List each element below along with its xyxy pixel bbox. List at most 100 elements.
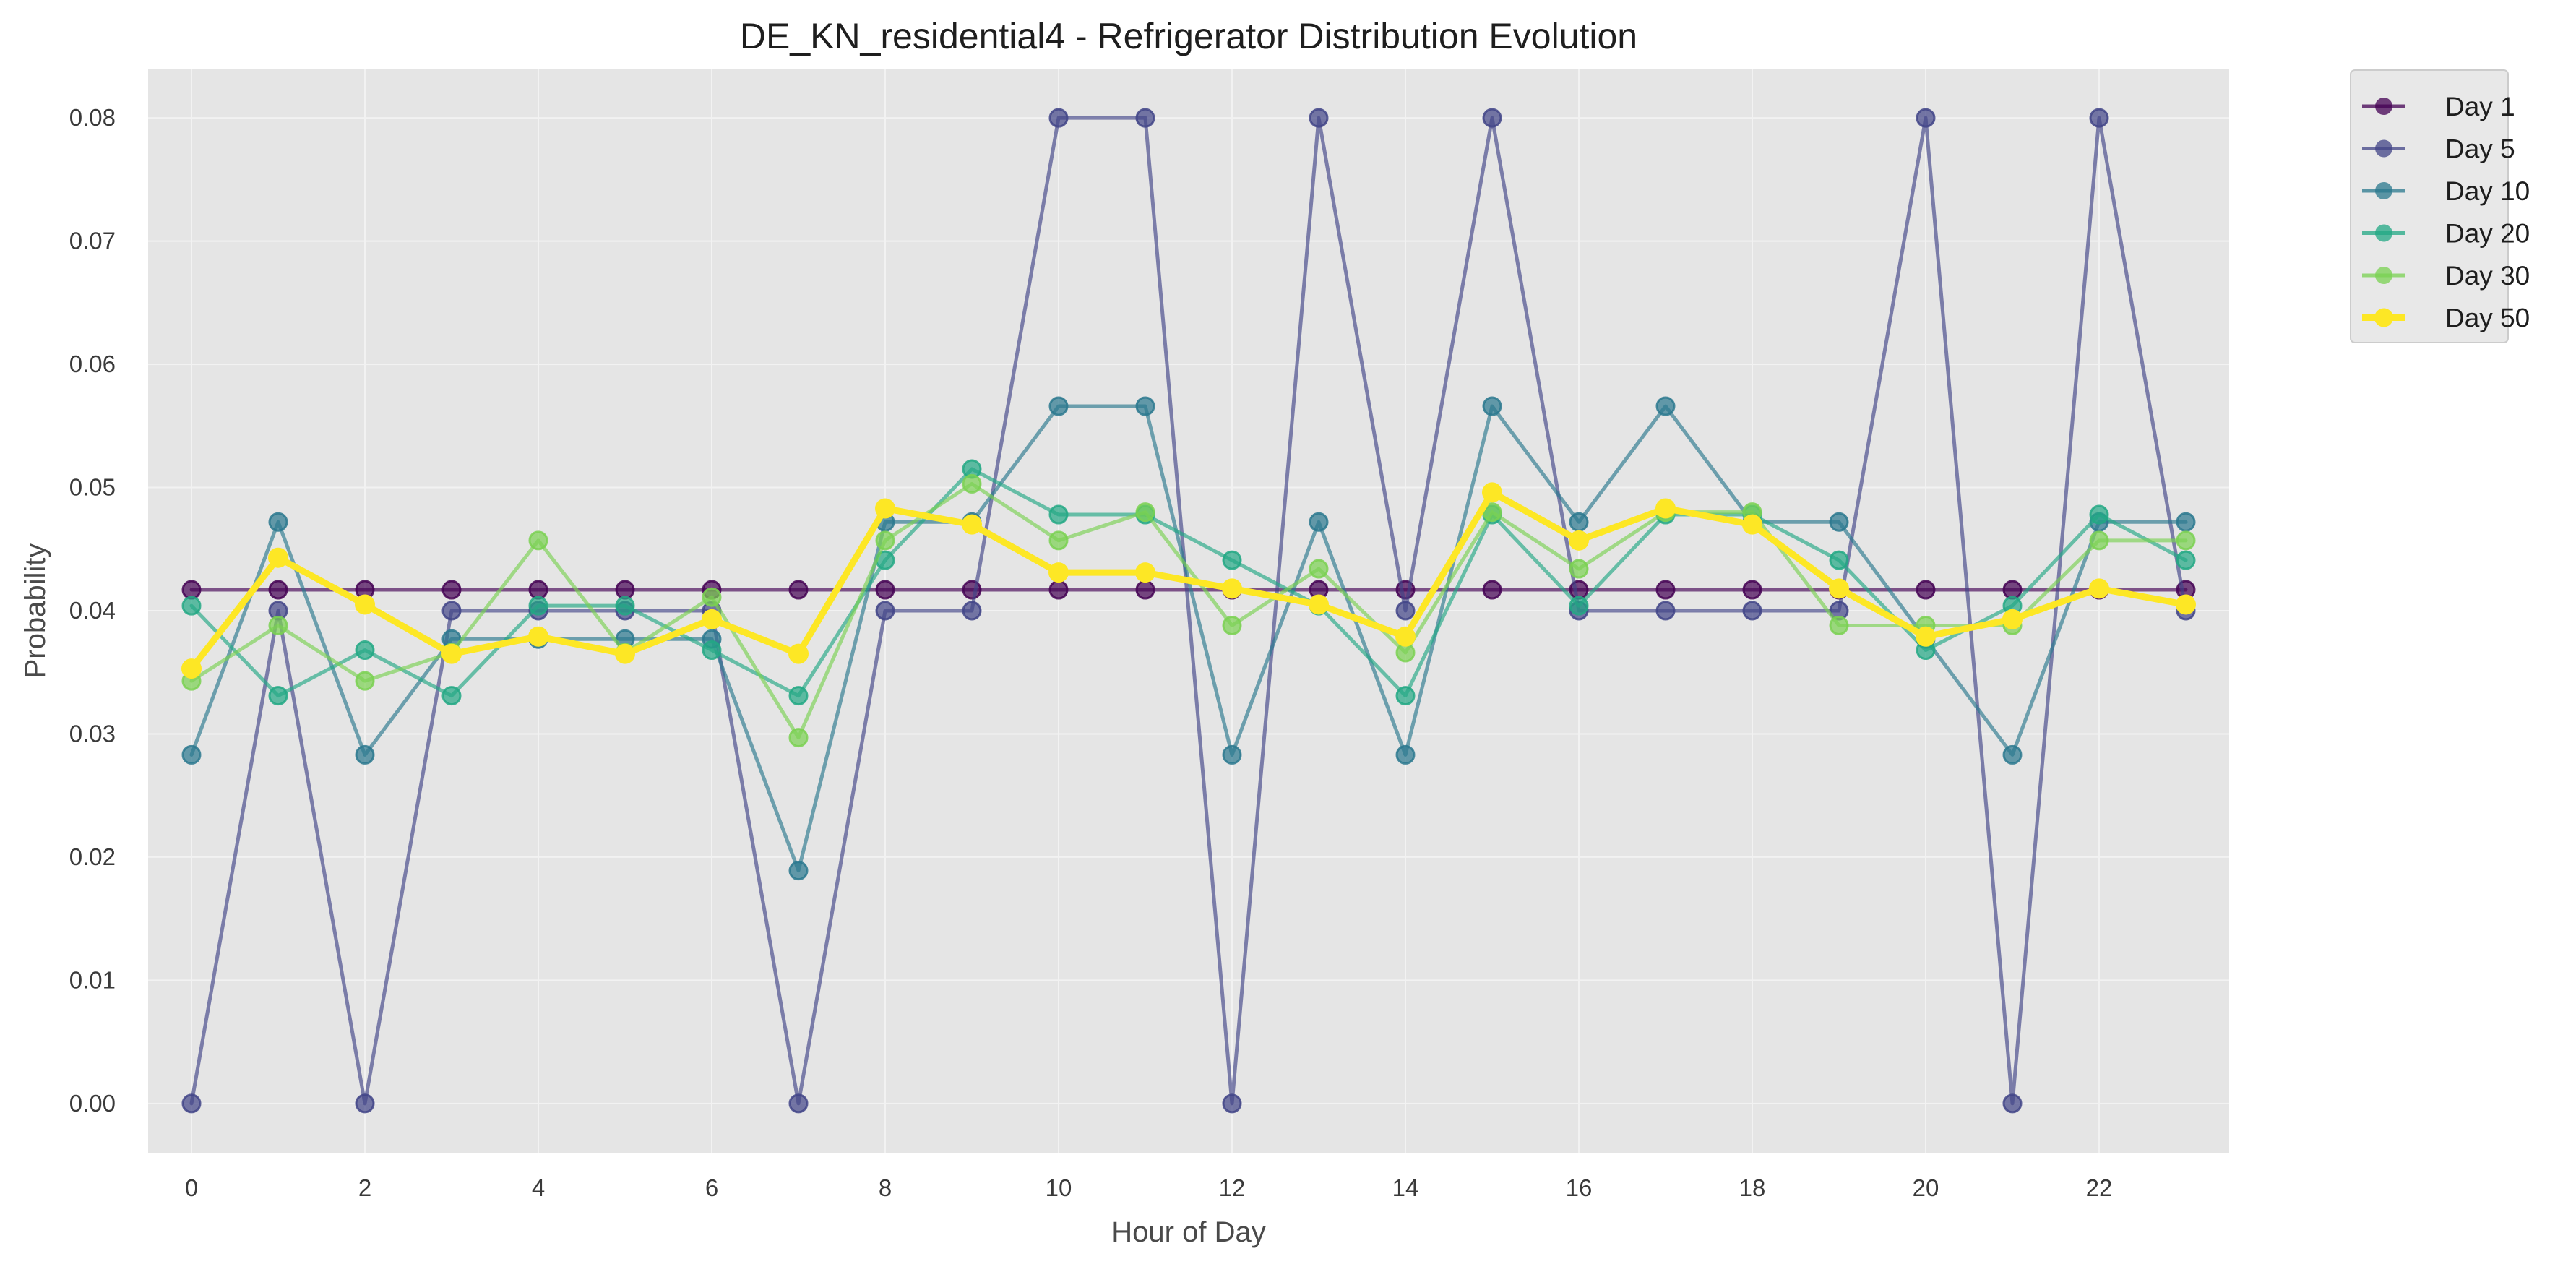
data-point	[2002, 1093, 2023, 1114]
data-point	[702, 587, 722, 607]
data-point	[1482, 108, 1502, 128]
data-point	[1829, 550, 1849, 570]
legend-label: Day 10	[2445, 176, 2530, 206]
data-point	[2176, 550, 2196, 570]
legend-item: Day 20	[2362, 219, 2530, 249]
y-axis-title: Probability	[20, 543, 51, 679]
data-point	[875, 530, 895, 551]
data-point	[615, 580, 635, 600]
data-point	[1222, 1093, 1242, 1114]
data-point	[355, 1093, 375, 1114]
data-point	[1048, 580, 1069, 600]
y-tick-label: 0.06	[69, 351, 116, 377]
data-point	[1135, 580, 1155, 600]
series-line	[188, 489, 2189, 672]
legend-label: Day 5	[2445, 134, 2515, 164]
x-tick-label: 4	[532, 1174, 545, 1201]
data-point	[355, 640, 375, 661]
x-tick-label: 8	[879, 1174, 892, 1201]
data-point	[1742, 580, 1762, 600]
legend-label: Day 30	[2445, 261, 2530, 291]
data-point	[2089, 108, 2109, 128]
y-tick-label: 0.02	[69, 843, 116, 870]
data-point	[268, 512, 288, 532]
data-point	[355, 744, 375, 765]
data-point	[615, 643, 635, 664]
data-point	[1048, 396, 1069, 416]
data-point	[1916, 108, 1936, 128]
legend: Day 1 Day 5 Day 10 Day 20 Day 30 Day 50	[2350, 69, 2530, 343]
data-point	[1916, 580, 1936, 600]
data-point	[181, 658, 202, 679]
data-point	[441, 580, 462, 600]
data-point	[1482, 396, 1502, 416]
legend-item: Day 10	[2362, 176, 2530, 206]
data-point	[1222, 615, 1242, 635]
data-point	[2002, 580, 2023, 600]
legend-label: Day 1	[2445, 92, 2515, 121]
data-point	[268, 547, 288, 568]
data-point	[181, 580, 202, 600]
data-point	[1048, 108, 1069, 128]
data-point	[1395, 601, 1416, 621]
data-point	[1482, 580, 1502, 600]
data-point	[2002, 744, 2023, 765]
data-point	[962, 601, 982, 621]
data-point	[1655, 498, 1676, 519]
data-point	[1135, 108, 1155, 128]
x-tick-label: 20	[1913, 1174, 1939, 1201]
data-point	[2089, 578, 2109, 599]
x-tick-label: 16	[1566, 1174, 1593, 1201]
data-point	[528, 626, 548, 647]
data-point	[1309, 512, 1329, 532]
x-tick-label: 14	[1392, 1174, 1419, 1201]
data-point	[1135, 562, 1155, 583]
legend-item: Day 50	[2362, 304, 2530, 333]
data-point	[1222, 550, 1242, 570]
data-point	[181, 596, 202, 616]
x-tick-label: 10	[1046, 1174, 1072, 1201]
data-point	[875, 580, 895, 600]
data-point	[2089, 530, 2109, 551]
data-point	[615, 596, 635, 616]
legend-swatch-marker	[2375, 182, 2392, 199]
data-point	[788, 1093, 809, 1114]
data-point	[1742, 514, 1762, 535]
series-day-50	[181, 482, 2196, 679]
data-point	[2089, 504, 2109, 525]
data-point	[1048, 562, 1069, 583]
data-point	[2176, 512, 2196, 532]
y-tick-label: 0.00	[69, 1090, 116, 1117]
data-point	[181, 1093, 202, 1114]
y-axis-ticks: 0.00 0.01 0.02 0.03 0.04 0.05 0.06 0.07 0.08	[69, 104, 116, 1117]
x-tick-label: 2	[358, 1174, 371, 1201]
data-point	[528, 596, 548, 616]
series-group	[181, 108, 2196, 1114]
data-point	[1829, 615, 1849, 635]
data-point	[441, 601, 462, 621]
data-point	[1395, 686, 1416, 706]
data-point	[441, 643, 462, 664]
data-point	[788, 643, 809, 664]
chart-title: DE_KN_residential4 - Refrigerator Distri…	[740, 16, 1637, 56]
data-point	[1048, 504, 1069, 525]
data-point	[875, 498, 895, 519]
legend-swatch-marker	[2375, 267, 2392, 284]
data-point	[355, 594, 375, 615]
series-line	[189, 116, 2188, 1106]
x-tick-label: 22	[2086, 1174, 2113, 1201]
data-point	[268, 686, 288, 706]
data-point	[441, 686, 462, 706]
data-point	[1569, 530, 1589, 551]
data-point	[1655, 601, 1676, 621]
x-axis-ticks: 0 2 4 6 8 10 12 14 16 18 20 22	[185, 1174, 2113, 1201]
data-point	[1395, 744, 1416, 765]
y-tick-label: 0.01	[69, 966, 116, 993]
data-point	[1135, 502, 1155, 523]
legend-item: Day 1	[2362, 92, 2515, 121]
data-point	[702, 609, 722, 629]
legend-swatch-marker	[2375, 224, 2392, 242]
data-point	[962, 514, 982, 535]
